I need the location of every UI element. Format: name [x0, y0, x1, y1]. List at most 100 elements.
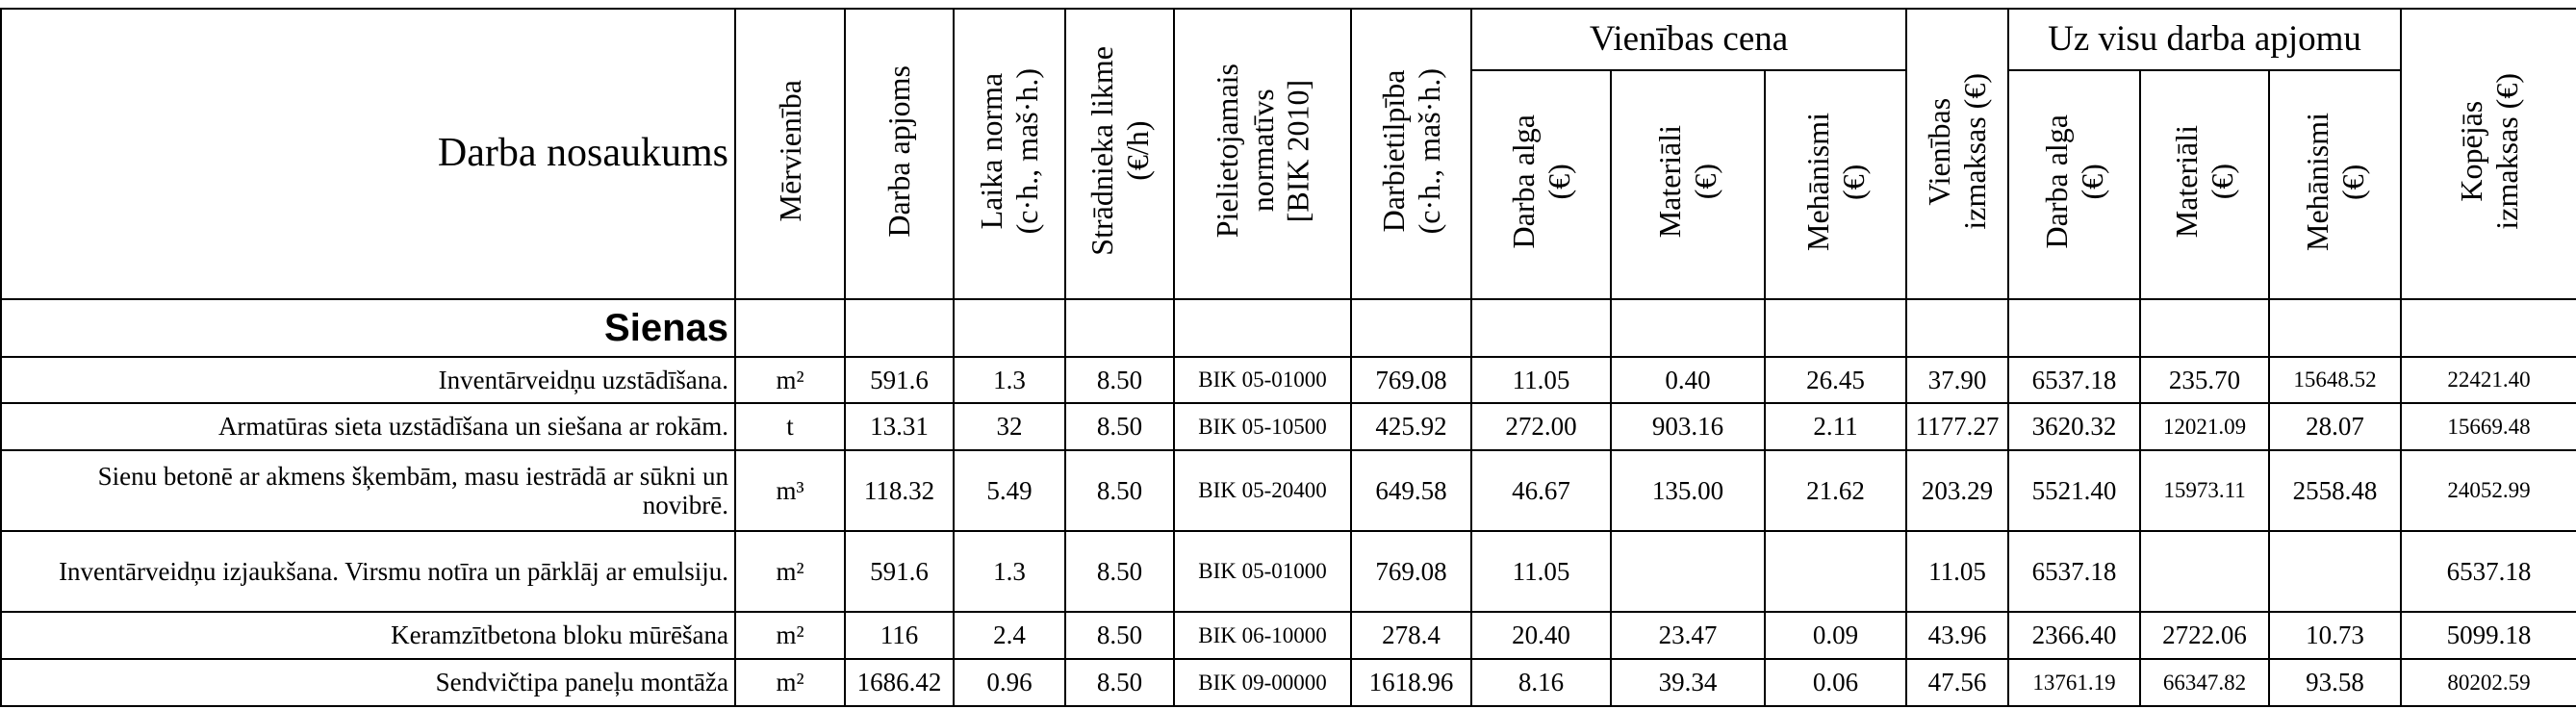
cell: 0.09 [1763, 611, 1908, 660]
header-line: Darba apjoms [881, 64, 917, 238]
section-row: Sienas [0, 298, 2576, 358]
cell: 1.3 [953, 356, 1066, 404]
header-cell: Kopējās izmaksas (€) [2400, 8, 2576, 300]
header-cell: Mērvienība [734, 8, 846, 300]
cell: 591.6 [844, 530, 955, 613]
vertical-text: Mehānismi (€) [1800, 113, 1872, 251]
empty-cell [2007, 298, 2142, 358]
cell: BIK 05-20400 [1173, 449, 1352, 532]
header-cell: Strādnieka likme (€/h) [1064, 8, 1175, 300]
cell: 2.11 [1763, 402, 1908, 451]
cell: 903.16 [1610, 402, 1766, 451]
cell [2139, 530, 2271, 613]
header-line: (€/h) [1119, 120, 1155, 181]
cell: 1.3 [953, 530, 1066, 613]
header-line: Pielietojamais [1209, 63, 1244, 239]
cell: 8.50 [1064, 449, 1175, 532]
empty-cell [2139, 298, 2271, 358]
cell: 0.06 [1763, 658, 1908, 707]
cell: 23.47 [1610, 611, 1766, 660]
cell: 93.58 [2268, 658, 2403, 707]
cell: 15669.48 [2400, 402, 2576, 451]
data-row: Inventārveidņu izjaukšana. Virsmu notīra… [0, 530, 2576, 613]
cell: BIK 06-10000 [1173, 611, 1352, 660]
cell [2268, 530, 2403, 613]
cell: 6537.18 [2007, 356, 2142, 404]
cell: 135.00 [1610, 449, 1766, 532]
cell: 116 [844, 611, 955, 660]
cell: 8.50 [1064, 658, 1175, 707]
cell: 13761.19 [2007, 658, 2142, 707]
cell: m² [734, 611, 846, 660]
cell [1610, 530, 1766, 613]
vertical-text: Darba alga (€) [1506, 114, 1577, 248]
cell: 3620.32 [2007, 402, 2142, 451]
vertical-text: Mehānismi (€) [2300, 113, 2371, 251]
cell: m² [734, 530, 846, 613]
cell: 5521.40 [2007, 449, 2142, 532]
cell: 203.29 [1905, 449, 2010, 532]
cell: 46.67 [1470, 449, 1612, 532]
header-line: Darba alga [1505, 114, 1541, 249]
cell: 1177.27 [1905, 402, 2010, 451]
vertical-text: Mērvienība [773, 80, 808, 222]
header-line: Vienības [1922, 96, 1957, 205]
header-line: Mehānismi [2299, 112, 2334, 251]
cell: 6537.18 [2400, 530, 2576, 613]
cell: 5099.18 [2400, 611, 2576, 660]
cell: 649.58 [1350, 449, 1472, 532]
section-title: Sienas [0, 298, 736, 358]
empty-cell [1610, 298, 1766, 358]
cell: 80202.59 [2400, 658, 2576, 707]
empty-cell [1470, 298, 1612, 358]
header-cell: Darbietilpība (c·h., maš·h.) [1350, 8, 1472, 300]
empty-cell [1173, 298, 1352, 358]
cell: t [734, 402, 846, 451]
header-line: Mehānismi [1799, 112, 1835, 251]
cell: 425.92 [1350, 402, 1472, 451]
header-line: [BIK 2010] [1280, 79, 1315, 223]
header-title: Darba nosaukums [0, 8, 736, 300]
cell: 13.31 [844, 402, 955, 451]
cell: 0.40 [1610, 356, 1766, 404]
cell: 20.40 [1470, 611, 1612, 660]
work-name: Inventārveidņu uzstādīšana. [0, 356, 736, 404]
vertical-text: Kopējās izmaksas (€) [2454, 73, 2525, 230]
header-line: (c·h., maš·h.) [1009, 67, 1044, 235]
header-line: (€) [2074, 164, 2109, 200]
cell: 272.00 [1470, 402, 1612, 451]
cell: 43.96 [1905, 611, 2010, 660]
cell: 0.96 [953, 658, 1066, 707]
empty-cell [1905, 298, 2010, 358]
header-row: Darba nosaukums Mērvienība Darba apjoms Lai… [0, 8, 2576, 300]
cell: m² [734, 658, 846, 707]
header-line: (€) [2205, 164, 2240, 200]
cell: 24052.99 [2400, 449, 2576, 532]
cell: 2722.06 [2139, 611, 2271, 660]
cell: 28.07 [2268, 402, 2403, 451]
header-cell: Mehānismi (€) [2268, 69, 2403, 300]
header-cell: Laika norma (c·h., maš·h.) [953, 8, 1066, 300]
cell: 6537.18 [2007, 530, 2142, 613]
header-line: (€) [1688, 164, 1722, 200]
cell: 235.70 [2139, 356, 2271, 404]
cell: 21.62 [1763, 449, 1908, 532]
header-cell: Darba alga (€) [2007, 69, 2142, 300]
cell: m² [734, 356, 846, 404]
data-row: Inventārveidņu uzstādīšana. m² 591.6 1.3 8.5… [0, 356, 2576, 404]
cell [1763, 530, 1908, 613]
header-line: Materiāli [1652, 125, 1688, 239]
header-line: Strādnieka likme [1084, 46, 1119, 256]
data-row: Armatūras sieta uzstādīšana un siešana a… [0, 402, 2576, 451]
header-row: Darba alga (€) Materiāli (€) Mehānismi (€) Dar… [1, 69, 2576, 300]
vertical-text: Materiāli (€) [1652, 125, 1723, 238]
header-cell: Materiāli (€) [2139, 69, 2271, 300]
cell: 278.4 [1350, 611, 1472, 660]
cell: 15973.11 [2139, 449, 2271, 532]
cell: 10.73 [2268, 611, 2403, 660]
cell: BIK 09-00000 [1173, 658, 1352, 707]
vertical-text: Vienības izmaksas (€) [1922, 73, 1993, 230]
data-row: Keramzītbetona bloku mūrēšana m² 116 2.4 8.5… [0, 611, 2576, 660]
cell: BIK 05-10500 [1173, 402, 1352, 451]
